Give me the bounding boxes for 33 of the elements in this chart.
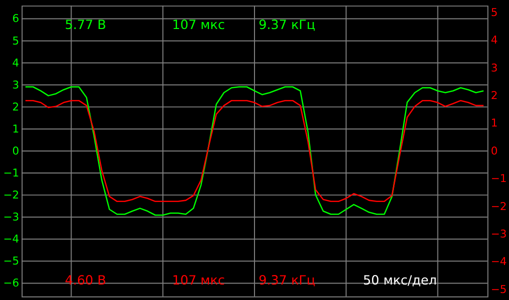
annotation: 107 мкс bbox=[172, 18, 225, 34]
annotation: 9.37 кГц bbox=[258, 274, 316, 289]
y2-tick-label: −2 bbox=[490, 200, 507, 213]
y-tick-label: 4 bbox=[12, 56, 20, 70]
y-tick-label: −2 bbox=[3, 188, 20, 202]
y2-tick-label: −5 bbox=[490, 282, 507, 296]
y2-tick-label: 4 bbox=[490, 34, 498, 47]
y-tick-label: 6 bbox=[12, 12, 20, 26]
y-tick-label: 0 bbox=[12, 144, 20, 158]
y-tick-label: 2 bbox=[12, 100, 20, 114]
y-tick-label: −3 bbox=[3, 210, 20, 224]
y-tick-label: 1 bbox=[12, 122, 20, 136]
y-tick-label: −6 bbox=[3, 276, 20, 290]
y2-tick-label: 0 bbox=[490, 144, 498, 158]
y-tick-label: −1 bbox=[3, 166, 20, 180]
y-tick-label: 5 bbox=[12, 34, 20, 48]
y-tick-label: 3 bbox=[12, 78, 20, 92]
y2-tick-label: 2 bbox=[490, 89, 498, 102]
y2-tick-label: −3 bbox=[490, 228, 507, 241]
y2-tick-label: 3 bbox=[490, 61, 498, 74]
annotation: 4.60 В bbox=[64, 274, 106, 289]
y2-tick-label: 5 bbox=[490, 6, 498, 19]
annotation: 50 мкс/дел bbox=[363, 274, 437, 289]
y2-tick-label: −1 bbox=[490, 172, 507, 186]
y2-tick-label: 1 bbox=[490, 116, 498, 130]
line-series bbox=[24, 86, 484, 216]
annotation: 107 мкс bbox=[172, 274, 225, 289]
annotation: 5.77 В bbox=[64, 18, 106, 34]
line-series bbox=[24, 100, 484, 202]
y2-tick-label: −4 bbox=[490, 255, 507, 268]
y-tick-label: −5 bbox=[3, 254, 20, 268]
annotation: 9.37 кГц bbox=[258, 18, 316, 34]
y-tick-label: −4 bbox=[3, 232, 20, 246]
